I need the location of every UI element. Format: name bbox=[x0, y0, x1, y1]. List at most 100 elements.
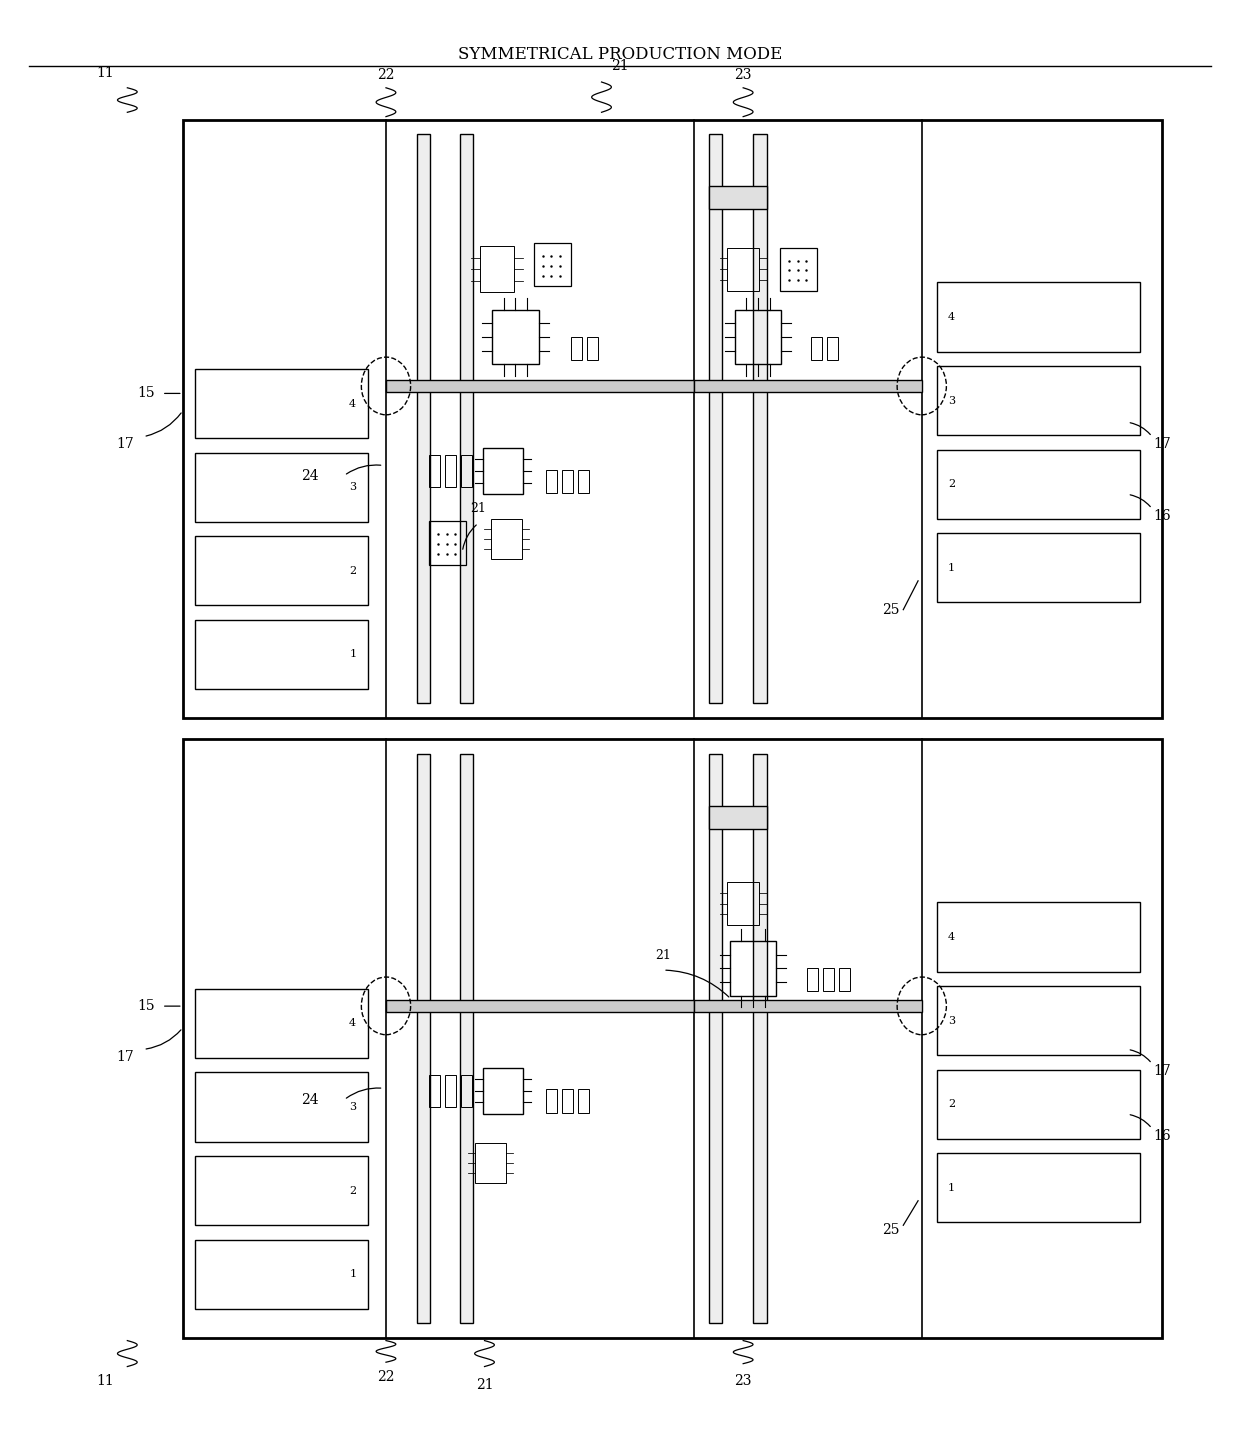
Bar bbox=[936, 283, 1140, 351]
Text: 3: 3 bbox=[947, 396, 955, 406]
Text: 11: 11 bbox=[97, 67, 114, 80]
Bar bbox=[533, 244, 570, 287]
Bar bbox=[492, 309, 538, 364]
Bar bbox=[491, 519, 522, 558]
Text: 24: 24 bbox=[301, 468, 319, 483]
Text: 23: 23 bbox=[734, 1375, 751, 1388]
Text: 3: 3 bbox=[350, 1102, 356, 1112]
Bar bbox=[195, 1073, 367, 1141]
Text: 11: 11 bbox=[97, 1375, 114, 1388]
Bar bbox=[727, 882, 759, 925]
Text: 3: 3 bbox=[947, 1015, 955, 1025]
Bar bbox=[578, 1089, 589, 1112]
Text: 24: 24 bbox=[301, 1093, 319, 1106]
Bar bbox=[753, 754, 766, 1324]
Bar bbox=[461, 455, 472, 487]
Bar bbox=[429, 522, 466, 564]
Bar bbox=[484, 448, 523, 494]
Bar bbox=[480, 247, 515, 293]
Text: 1: 1 bbox=[350, 650, 356, 660]
Text: SYMMETRICAL PRODUCTION MODE: SYMMETRICAL PRODUCTION MODE bbox=[458, 46, 782, 64]
Text: 4: 4 bbox=[350, 1018, 356, 1028]
Bar bbox=[753, 133, 766, 703]
Text: 25: 25 bbox=[882, 1222, 900, 1237]
Text: 21: 21 bbox=[611, 59, 629, 72]
Text: 21: 21 bbox=[655, 950, 671, 963]
Bar bbox=[839, 969, 851, 992]
Bar bbox=[195, 619, 367, 689]
Text: 23: 23 bbox=[734, 68, 751, 81]
Bar bbox=[727, 248, 759, 291]
Bar bbox=[484, 1067, 523, 1114]
Text: 1: 1 bbox=[947, 1183, 955, 1193]
Bar bbox=[936, 534, 1140, 602]
Bar bbox=[195, 452, 367, 522]
Bar bbox=[709, 186, 766, 209]
Bar bbox=[195, 536, 367, 605]
Bar bbox=[460, 754, 474, 1324]
Bar bbox=[386, 380, 694, 392]
Text: 2: 2 bbox=[947, 1099, 955, 1109]
Bar bbox=[709, 754, 722, 1324]
Bar bbox=[578, 470, 589, 493]
Text: 17: 17 bbox=[1153, 436, 1171, 451]
Bar bbox=[587, 336, 598, 360]
Text: 15: 15 bbox=[136, 386, 155, 400]
Bar bbox=[811, 336, 822, 360]
Bar bbox=[195, 368, 367, 438]
Bar bbox=[460, 133, 474, 703]
Bar bbox=[562, 1089, 573, 1112]
Text: 22: 22 bbox=[377, 1370, 394, 1383]
Bar bbox=[694, 380, 921, 392]
Bar bbox=[182, 119, 1162, 718]
Text: 2: 2 bbox=[350, 1186, 356, 1196]
Bar bbox=[709, 806, 766, 829]
Text: 1: 1 bbox=[947, 563, 955, 573]
Text: 2: 2 bbox=[350, 566, 356, 576]
Bar bbox=[570, 336, 582, 360]
Bar bbox=[546, 470, 557, 493]
Text: 4: 4 bbox=[350, 399, 356, 409]
Bar bbox=[546, 1089, 557, 1112]
Bar bbox=[734, 309, 781, 364]
Text: 4: 4 bbox=[947, 312, 955, 322]
Text: 3: 3 bbox=[350, 481, 356, 492]
Bar bbox=[429, 455, 440, 487]
Text: 1: 1 bbox=[350, 1269, 356, 1279]
Text: 17: 17 bbox=[1153, 1064, 1171, 1077]
Bar bbox=[936, 1153, 1140, 1222]
Text: 17: 17 bbox=[117, 1050, 134, 1064]
Bar bbox=[729, 941, 776, 996]
Bar bbox=[445, 1074, 456, 1106]
Bar bbox=[195, 989, 367, 1058]
Bar bbox=[461, 1074, 472, 1106]
Bar bbox=[694, 1000, 921, 1012]
Bar bbox=[429, 1074, 440, 1106]
Bar bbox=[827, 336, 838, 360]
Text: 4: 4 bbox=[947, 932, 955, 942]
Bar bbox=[936, 986, 1140, 1056]
Bar bbox=[417, 754, 430, 1324]
Bar bbox=[936, 1070, 1140, 1138]
Text: 21: 21 bbox=[476, 1379, 494, 1392]
Bar bbox=[709, 133, 722, 703]
Bar bbox=[780, 248, 817, 291]
Bar bbox=[195, 1240, 367, 1309]
Bar bbox=[936, 365, 1140, 435]
Bar bbox=[475, 1143, 506, 1183]
Bar bbox=[936, 450, 1140, 519]
Text: 17: 17 bbox=[117, 436, 134, 451]
Text: 15: 15 bbox=[136, 999, 155, 1014]
Bar bbox=[195, 1156, 367, 1225]
Text: 16: 16 bbox=[1153, 509, 1171, 523]
Text: 16: 16 bbox=[1153, 1130, 1171, 1143]
Text: 22: 22 bbox=[377, 68, 394, 81]
Text: 21: 21 bbox=[470, 502, 486, 515]
Bar bbox=[445, 455, 456, 487]
Bar bbox=[807, 969, 818, 992]
Bar bbox=[182, 740, 1162, 1338]
Bar bbox=[386, 1000, 694, 1012]
Bar bbox=[417, 133, 430, 703]
Bar bbox=[936, 902, 1140, 972]
Text: 2: 2 bbox=[947, 480, 955, 489]
